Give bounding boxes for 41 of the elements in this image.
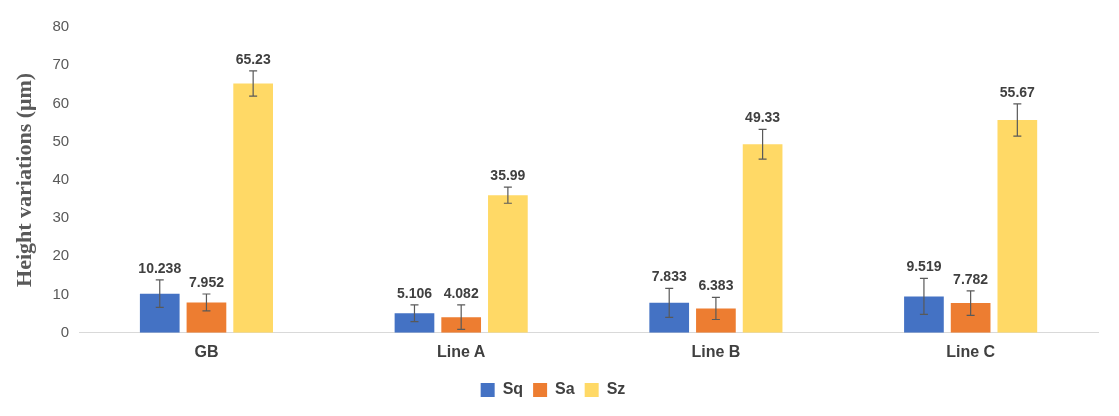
y-axis-title: Height variations (μm) [10, 72, 36, 287]
legend-label: Sa [555, 380, 575, 398]
data-label: 7.952 [188, 273, 225, 290]
legend-label: Sz [606, 380, 626, 398]
data-label: 4.082 [443, 284, 479, 301]
data-label: 55.67 [999, 83, 1036, 100]
data-label: 35.99 [490, 167, 526, 184]
bar [742, 144, 783, 333]
y-tick-label: 10 [52, 284, 70, 302]
x-tick-label: GB [194, 342, 219, 360]
y-tick-label: 40 [52, 170, 70, 188]
data-label: 5.106 [396, 284, 433, 301]
y-tick-label: 20 [52, 246, 70, 264]
data-label: 10.238 [138, 259, 182, 276]
y-tick-label: 70 [52, 55, 70, 73]
y-tick-label: 30 [52, 208, 70, 226]
data-label: 9.519 [906, 258, 942, 275]
y-tick-label: 60 [52, 93, 70, 111]
y-tick-label: 50 [52, 131, 70, 149]
bar [441, 317, 482, 333]
bar [696, 308, 736, 333]
bar [649, 302, 690, 333]
legend-label: Sq [502, 380, 524, 398]
bar [233, 83, 273, 333]
data-label: 6.383 [698, 277, 734, 294]
x-tick-label: Line A [437, 342, 486, 360]
x-tick-label: Line B [691, 342, 741, 360]
bar [950, 303, 991, 333]
bar [186, 302, 227, 333]
data-label: 65.23 [235, 50, 271, 67]
data-label: 7.833 [651, 268, 687, 285]
bar [139, 293, 180, 333]
y-tick-label: 80 [52, 17, 70, 35]
y-tick-label: 0 [60, 322, 70, 340]
bar [488, 195, 528, 333]
data-label: 7.782 [953, 270, 989, 287]
bar [394, 313, 435, 333]
data-label: 49.33 [745, 109, 781, 126]
bar [997, 120, 1038, 333]
bar [904, 296, 944, 333]
x-tick-label: Line C [946, 342, 996, 360]
